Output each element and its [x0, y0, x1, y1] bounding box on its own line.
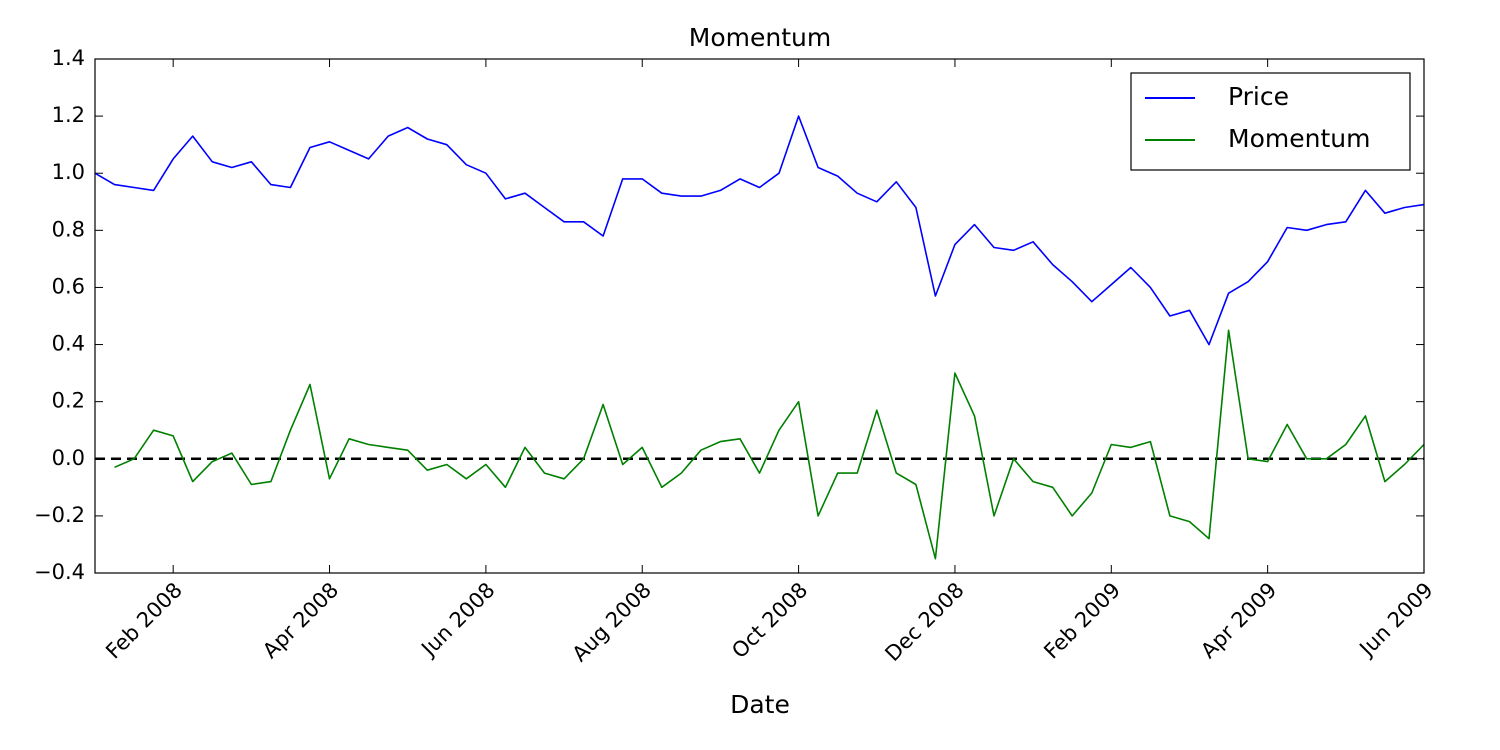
y-tick-label: 0.0 [52, 446, 85, 470]
y-tick-label: 1.2 [52, 103, 85, 127]
series-line [94, 115, 1425, 346]
x-tick-label: Jun 2009 [1354, 578, 1438, 662]
x-tick-label: Apr 2008 [258, 578, 343, 663]
y-tick-label: 0.8 [52, 217, 85, 241]
x-tick-label: Oct 2008 [727, 578, 812, 663]
y-tick-label: −0.4 [34, 560, 85, 584]
y-tick-label: −0.2 [34, 503, 85, 527]
y-tick-label: 0.4 [52, 332, 85, 356]
legend-box [1130, 72, 1411, 171]
x-axis-label: Date [730, 690, 790, 719]
x-tick-label: Jun 2008 [416, 578, 500, 662]
x-tick-label: Aug 2008 [568, 578, 656, 666]
legend-label: Momentum [1228, 124, 1370, 153]
y-tick-label: 1.0 [52, 160, 85, 184]
y-tick-label: 0.2 [52, 389, 85, 413]
y-tick-label: 0.6 [52, 274, 85, 298]
x-tick-label: Apr 2009 [1196, 578, 1281, 663]
plot-frame [94, 58, 1425, 574]
legend-label: Price [1228, 82, 1289, 111]
series-line [114, 329, 1425, 560]
chart-title: Momentum [689, 23, 831, 52]
x-tick-label: Dec 2008 [880, 578, 968, 666]
x-tick-label: Feb 2008 [101, 578, 187, 664]
y-tick-label: 1.4 [52, 46, 85, 70]
x-tick-label: Feb 2009 [1039, 578, 1125, 664]
